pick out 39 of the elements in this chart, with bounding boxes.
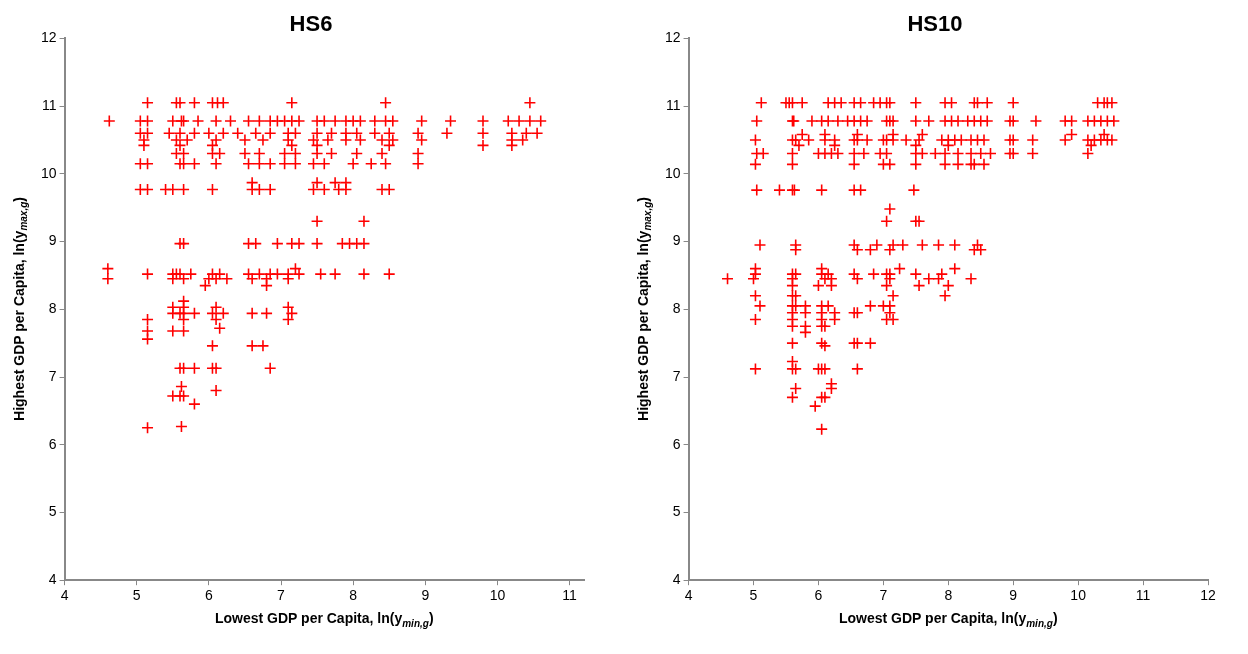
x-tick-label: 9: [1009, 587, 1018, 604]
x-tick-label: 11: [562, 587, 578, 604]
x-tick-label: 6: [814, 587, 823, 604]
chart-title: HS10: [907, 11, 963, 37]
y-tick-label: 6: [48, 435, 57, 452]
y-tick-label: 11: [42, 96, 57, 113]
x-tick-label: 5: [749, 587, 758, 604]
x-axis-title: Lowest GDP per Capita, ln(y$_{min,g}$): [838, 610, 1058, 629]
x-tick-label: 12: [1200, 587, 1216, 604]
y-tick-label: 7: [672, 367, 681, 384]
x-tick-label: 5: [132, 587, 141, 604]
y-tick-label: 10: [664, 164, 681, 181]
x-axis-title: Lowest GDP per Capita, ln(y$_{min,g}$): [214, 610, 434, 629]
y-tick-label: 11: [666, 96, 681, 113]
y-tick-label: 4: [672, 571, 681, 588]
y-tick-label: 9: [672, 232, 681, 249]
x-tick-label: 4: [684, 587, 693, 604]
y-tick-label: 5: [672, 503, 681, 520]
y-tick-label: 12: [664, 29, 681, 46]
y-tick-label: 4: [48, 571, 57, 588]
x-tick-label: 8: [349, 587, 358, 604]
y-tick-label: 5: [48, 503, 57, 520]
x-tick-label: 4: [60, 587, 69, 604]
x-tick-label: 8: [944, 587, 953, 604]
x-tick-label: 7: [879, 587, 888, 604]
x-tick-label: 7: [277, 587, 286, 604]
x-tick-label: 10: [1070, 587, 1087, 604]
y-tick-label: 9: [48, 232, 57, 249]
y-tick-label: 12: [40, 29, 57, 46]
y-tick-label: 7: [48, 367, 57, 384]
x-tick-label: 9: [421, 587, 430, 604]
x-tick-label: 6: [204, 587, 213, 604]
y-tick-label: 10: [40, 164, 57, 181]
y-tick-label: 6: [672, 435, 681, 452]
chart-title: HS6: [289, 11, 333, 37]
x-tick-label: 11: [1135, 587, 1151, 604]
y-tick-label: 8: [672, 300, 681, 317]
y-tick-label: 8: [48, 300, 57, 317]
x-tick-label: 10: [489, 587, 506, 604]
